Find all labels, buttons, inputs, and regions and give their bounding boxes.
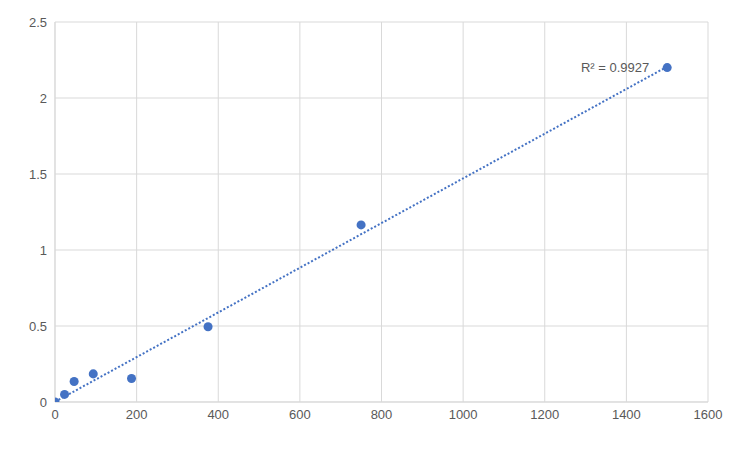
svg-text:0: 0	[40, 395, 47, 410]
svg-text:400: 400	[207, 407, 229, 422]
svg-text:0: 0	[51, 407, 58, 422]
svg-text:1200: 1200	[530, 407, 559, 422]
svg-text:200: 200	[126, 407, 148, 422]
svg-text:0.5: 0.5	[29, 319, 47, 334]
svg-text:1.5: 1.5	[29, 167, 47, 182]
svg-text:2.5: 2.5	[29, 15, 47, 30]
svg-text:1: 1	[40, 243, 47, 258]
svg-text:1600: 1600	[694, 407, 723, 422]
svg-text:R² = 0.9927: R² = 0.9927	[581, 60, 649, 75]
svg-text:1400: 1400	[612, 407, 641, 422]
svg-text:800: 800	[371, 407, 393, 422]
svg-text:600: 600	[289, 407, 311, 422]
svg-text:1000: 1000	[449, 407, 478, 422]
svg-text:2: 2	[40, 91, 47, 106]
